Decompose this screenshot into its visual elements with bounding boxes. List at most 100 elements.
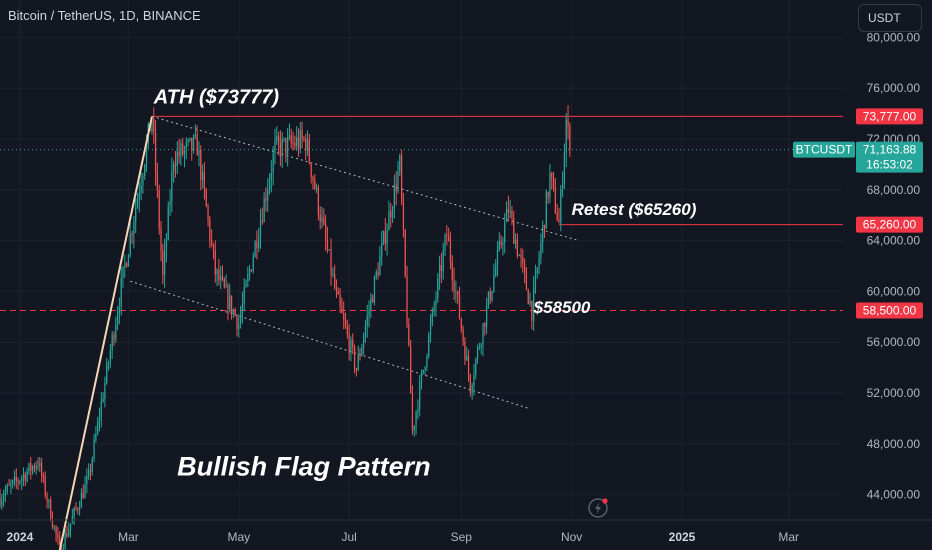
candle-body <box>312 176 314 181</box>
candle-body <box>272 153 274 173</box>
price-axis[interactable]: 44,000.00 48,000.00 52,000.00 56,000.00 60,0… <box>843 0 932 550</box>
candle-body <box>37 466 39 467</box>
candle-body <box>221 275 224 279</box>
flag-channel <box>130 115 580 409</box>
candle-body <box>154 132 157 173</box>
candle-body <box>82 492 84 498</box>
candle-body <box>437 278 439 299</box>
candle-body <box>285 137 287 154</box>
price-axis-background <box>843 0 932 550</box>
candle-body <box>15 476 17 481</box>
candle-body <box>297 137 300 149</box>
candle-body <box>473 374 475 386</box>
price-tick-label: 44,000.00 <box>867 488 921 502</box>
candle-body <box>120 278 122 308</box>
candle-body <box>549 172 551 198</box>
candle-body <box>328 249 330 251</box>
candle-body <box>30 463 32 471</box>
candle-body <box>419 382 421 410</box>
candle-body <box>89 470 92 472</box>
time-tick-label: Nov <box>561 530 582 544</box>
candle-body <box>364 326 367 338</box>
candle-body <box>552 177 555 187</box>
candle-body <box>476 347 479 359</box>
candle-body <box>399 155 401 172</box>
candle-body <box>523 263 526 272</box>
lightning-icon[interactable] <box>588 498 608 518</box>
time-axis[interactable]: 2024 Mar May Jul Sep Nov 2025 Mar <box>0 519 932 544</box>
candle-body <box>520 255 522 258</box>
candle-body <box>458 294 461 319</box>
candle-body <box>334 274 336 288</box>
candle-body <box>238 323 240 329</box>
candle-body <box>442 250 444 272</box>
candle-body <box>265 197 267 201</box>
candle-body <box>502 242 504 246</box>
candle-body <box>51 520 54 528</box>
candle-body <box>420 372 423 383</box>
candle-body <box>91 458 93 472</box>
candle-body <box>104 382 106 399</box>
candle-body <box>395 184 397 192</box>
candle-body <box>46 495 48 502</box>
candle-body <box>511 210 513 219</box>
candle-body <box>209 218 211 241</box>
candle-body <box>279 142 282 157</box>
candle-body <box>551 172 553 178</box>
candle-body <box>487 291 490 306</box>
price-badges: 73,777.00 65,260.00 58,500.00 BTCUSDT 71,163… <box>793 108 923 319</box>
price-tick-label: 80,000.00 <box>867 30 921 44</box>
candle-body <box>303 138 305 140</box>
candle-body <box>211 240 213 244</box>
candle-body <box>518 255 520 256</box>
level-badge-label: 73,777.00 <box>863 109 917 123</box>
candle-body <box>163 249 166 276</box>
candle-body <box>138 192 140 199</box>
candle-body <box>440 265 443 272</box>
candle-body <box>495 267 497 276</box>
candle-body <box>431 309 433 323</box>
candle-body <box>335 287 338 291</box>
candle-body <box>243 286 245 304</box>
candle-body <box>57 534 59 538</box>
candle-body <box>507 208 509 213</box>
candle-body <box>62 548 64 550</box>
candle-body <box>370 297 372 311</box>
candle-body <box>22 474 25 479</box>
candle-body <box>194 134 197 137</box>
candle-body <box>267 190 269 201</box>
candle-body <box>464 341 466 361</box>
candle-body <box>352 339 354 348</box>
candle-body <box>384 231 386 245</box>
candle-body <box>444 235 446 251</box>
currency-button[interactable]: USDT <box>858 4 922 32</box>
candle-body <box>377 272 379 276</box>
candle-body <box>24 474 26 481</box>
price-tick-label: 64,000.00 <box>867 234 921 248</box>
candle-body <box>538 257 540 268</box>
candle-body <box>21 478 23 482</box>
candle-body <box>274 140 276 154</box>
candle-body <box>17 480 19 483</box>
candle-body <box>19 481 21 483</box>
level-badge <box>856 108 923 125</box>
candle-body <box>393 184 395 210</box>
candle-body <box>424 366 426 370</box>
candle-body <box>348 333 350 353</box>
candle-body <box>196 134 198 156</box>
annotation-label: $58500 <box>533 298 591 317</box>
candle-body <box>525 271 528 290</box>
last-price-badge <box>856 141 923 173</box>
candle-body <box>448 235 450 242</box>
candle-body <box>390 211 392 218</box>
candle-body <box>234 310 236 316</box>
symbol-badge-label: BTCUSDT <box>796 143 853 157</box>
candle-body <box>426 355 428 367</box>
candle-body <box>514 239 517 244</box>
time-tick-label: Jul <box>341 530 356 544</box>
candle-body <box>165 239 168 250</box>
candle-body <box>281 138 283 157</box>
candle-body <box>428 334 430 356</box>
candle-body <box>153 118 155 133</box>
